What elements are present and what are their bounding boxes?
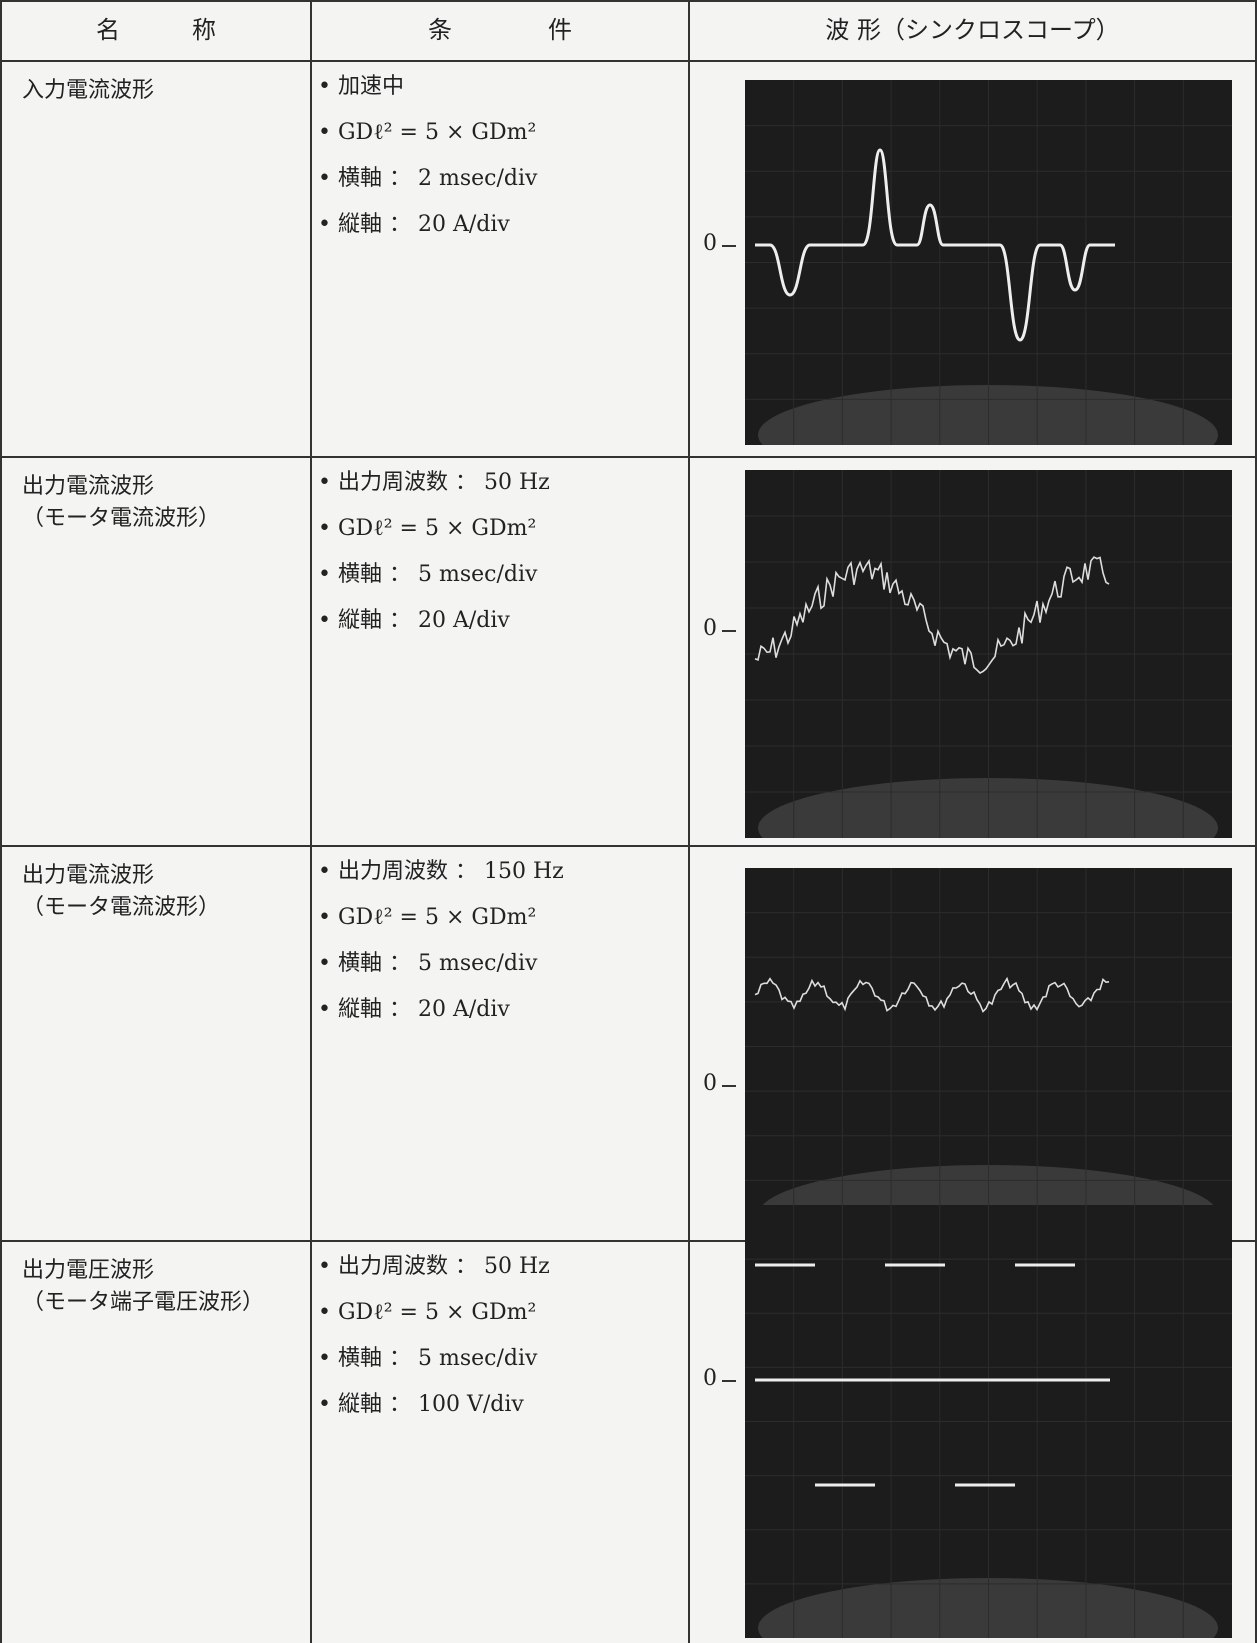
oscilloscope-image [745, 868, 1232, 1225]
condition: 縦軸 ： 20 A/div [318, 991, 510, 1029]
row-name: （モータ電流波形） [22, 889, 220, 927]
row-name: 入力電流波形 [22, 72, 154, 110]
border [0, 0, 1257, 2]
condition: GDℓ² = 5 × GDm² [318, 899, 536, 937]
border [0, 0, 2, 1643]
border [310, 0, 312, 1643]
header-cell: 名 称 [2, 10, 310, 45]
row-name: （モータ端子電圧波形） [22, 1284, 264, 1322]
zero-tick [722, 630, 736, 632]
zero-tick [722, 1380, 736, 1382]
zero-tick [722, 245, 736, 247]
oscilloscope-image [745, 80, 1232, 445]
condition: 出力周波数 ： 50 Hz [318, 464, 550, 502]
zero-label: 0 [703, 616, 717, 641]
border [0, 845, 1257, 847]
oscilloscope-image [745, 1205, 1232, 1638]
zero-label: 0 [703, 1366, 717, 1391]
condition: 出力周波数 ： 50 Hz [318, 1248, 550, 1286]
condition: 横軸 ： 2 msec/div [318, 160, 537, 198]
condition: GDℓ² = 5 × GDm² [318, 114, 536, 152]
zero-label: 0 [703, 1071, 717, 1096]
page: 名 称 条 件 波 形（シンクロスコープ） 入力電流波形 加速中 GDℓ² = 5 … [0, 0, 1257, 1643]
header-cell: 条 件 [312, 10, 688, 45]
condition: 縦軸 ： 20 A/div [318, 602, 510, 640]
condition: GDℓ² = 5 × GDm² [318, 510, 536, 548]
condition: GDℓ² = 5 × GDm² [318, 1294, 536, 1332]
border [688, 0, 690, 1643]
zero-tick [722, 1085, 736, 1087]
condition: 横軸 ： 5 msec/div [318, 1340, 537, 1378]
border [0, 456, 1257, 458]
zero-label: 0 [703, 231, 717, 256]
condition: 縦軸 ： 100 V/div [318, 1386, 524, 1424]
condition: 加速中 [318, 68, 404, 106]
condition: 出力周波数 ： 150 Hz [318, 853, 564, 891]
oscilloscope-image [745, 470, 1232, 838]
header-cell: 波 形（シンクロスコープ） [690, 10, 1255, 45]
condition: 横軸 ： 5 msec/div [318, 945, 537, 983]
condition: 縦軸 ： 20 A/div [318, 206, 510, 244]
condition: 横軸 ： 5 msec/div [318, 556, 537, 594]
border [0, 60, 1257, 62]
row-name: （モータ電流波形） [22, 500, 220, 538]
